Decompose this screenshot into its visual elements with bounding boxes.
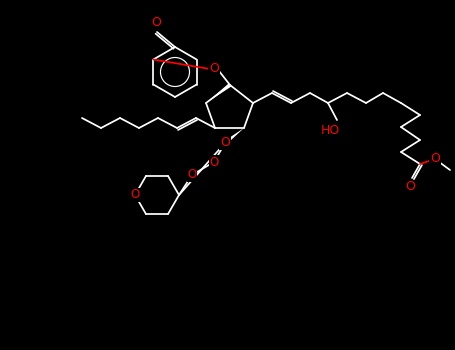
Text: O: O: [430, 153, 440, 166]
Text: O: O: [405, 181, 415, 194]
Text: O: O: [209, 63, 219, 76]
Text: O: O: [220, 136, 230, 149]
Text: O: O: [187, 168, 197, 182]
Text: O: O: [151, 15, 161, 28]
Polygon shape: [224, 128, 244, 145]
Text: O: O: [131, 189, 140, 202]
Text: HO: HO: [320, 124, 339, 136]
Text: O: O: [209, 155, 218, 168]
Polygon shape: [206, 83, 231, 103]
